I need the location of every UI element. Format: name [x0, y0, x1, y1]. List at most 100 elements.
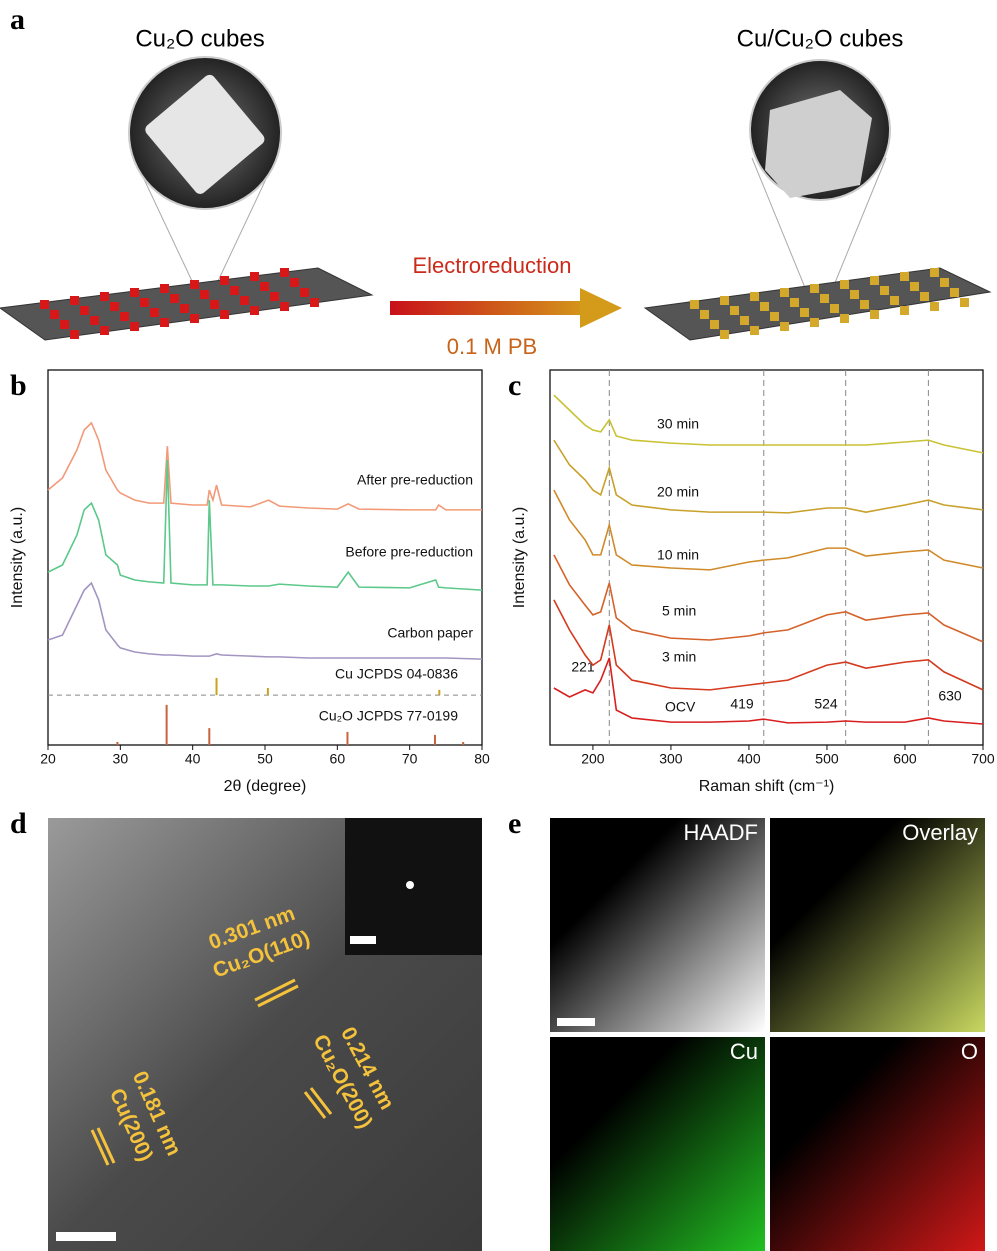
series-label: Before pre-reduction — [345, 544, 473, 560]
cube — [710, 320, 719, 329]
series-line — [48, 423, 482, 510]
series-label: 20 min — [657, 484, 699, 500]
cube — [890, 296, 899, 305]
x-tick-label: 70 — [402, 751, 418, 767]
schematic: Cu₂O cubes Cu/Cu₂O cubes Electroreductio… — [0, 25, 990, 358]
cube — [90, 316, 99, 325]
cube — [220, 276, 229, 285]
cube — [720, 296, 729, 305]
x-tick-label: 30 — [113, 751, 129, 767]
cube — [960, 298, 969, 307]
cube — [730, 306, 739, 315]
cube — [160, 318, 169, 327]
x-tick-label: 20 — [40, 751, 56, 767]
panel-label: e — [508, 807, 521, 840]
map-tile — [770, 1037, 985, 1251]
cube — [80, 306, 89, 315]
cube — [100, 292, 109, 301]
peak-label: 419 — [730, 696, 754, 712]
cube — [290, 278, 299, 287]
cube — [740, 316, 749, 325]
right-title: Cu/Cu₂O cubes — [737, 25, 904, 52]
cube — [260, 282, 269, 291]
cube — [250, 272, 259, 281]
tile-label: O — [961, 1039, 978, 1064]
cube — [900, 272, 909, 281]
cube — [150, 308, 159, 317]
cube — [950, 288, 959, 297]
eds-mapping: HAADF Overlay Cu O — [550, 818, 985, 1251]
cube — [790, 298, 799, 307]
cube — [840, 280, 849, 289]
cube — [940, 278, 949, 287]
series-label: 10 min — [657, 547, 699, 563]
cube — [930, 302, 939, 311]
series-line — [554, 555, 983, 642]
cube — [820, 294, 829, 303]
cube — [810, 284, 819, 293]
fft-spot — [406, 881, 414, 889]
x-tick-label: 200 — [581, 751, 605, 767]
hrtem: 0.301 nm Cu₂O(110) 0.214 nm Cu₂O(200) 0.… — [48, 818, 482, 1251]
cube — [780, 288, 789, 297]
panel-label: c — [508, 369, 521, 402]
x-tick-label: 60 — [330, 751, 346, 767]
cube — [170, 294, 179, 303]
map-tile — [550, 1037, 765, 1251]
cube — [140, 298, 149, 307]
plot-frame — [550, 370, 983, 745]
series-label: OCV — [665, 699, 696, 715]
cube — [900, 306, 909, 315]
cube — [700, 310, 709, 319]
cube — [850, 290, 859, 299]
cube — [40, 300, 49, 309]
cube — [200, 290, 209, 299]
cube — [810, 318, 819, 327]
cube — [760, 302, 769, 311]
x-tick-label: 80 — [474, 751, 490, 767]
x-tick-label: 500 — [815, 751, 839, 767]
arrow-label: 0.1 M PB — [447, 334, 537, 359]
x-tick-label: 700 — [971, 751, 995, 767]
peak-label: 630 — [938, 688, 962, 704]
y-axis-label: Intensity (a.u.) — [511, 507, 528, 608]
cube — [130, 288, 139, 297]
panel-label: a — [10, 3, 25, 36]
map-tile — [550, 818, 765, 1032]
series-label: After pre-reduction — [357, 472, 473, 488]
cube — [110, 302, 119, 311]
reference-label: Cu JCPDS 04-0836 — [335, 666, 458, 682]
cube — [310, 298, 319, 307]
arrow-label: Electroreduction — [413, 253, 572, 278]
cube — [800, 308, 809, 317]
cube — [220, 310, 229, 319]
scale-bar — [557, 1018, 595, 1026]
cube — [70, 296, 79, 305]
cube — [160, 284, 169, 293]
cube — [300, 288, 309, 297]
x-axis-label: 2θ (degree) — [224, 778, 307, 795]
peak-label: 524 — [814, 696, 838, 712]
cube — [690, 300, 699, 309]
tile-label: Cu — [730, 1039, 758, 1064]
series-line — [554, 440, 983, 513]
cube — [720, 330, 729, 339]
cube — [870, 276, 879, 285]
reference-label: Cu₂O JCPDS 77-0199 — [319, 708, 458, 724]
tile-label: HAADF — [683, 820, 758, 845]
cube — [50, 310, 59, 319]
cube — [270, 292, 279, 301]
x-tick-label: 300 — [659, 751, 683, 767]
arrow — [390, 301, 590, 315]
cube — [880, 286, 889, 295]
left-title: Cu₂O cubes — [135, 25, 264, 52]
cube — [190, 280, 199, 289]
cube — [250, 306, 259, 315]
panel-label: b — [10, 369, 27, 402]
cube — [240, 296, 249, 305]
cube — [860, 300, 869, 309]
cube — [180, 304, 189, 313]
cube — [870, 310, 879, 319]
x-tick-label: 40 — [185, 751, 201, 767]
arrow-head — [580, 288, 622, 328]
